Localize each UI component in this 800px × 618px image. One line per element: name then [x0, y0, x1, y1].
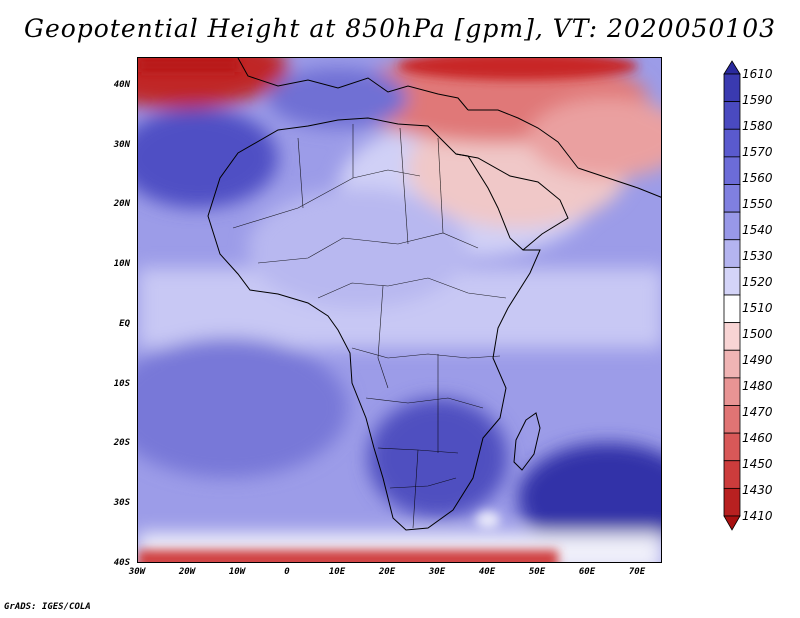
map-title: Geopotential Height at 850hPa [gpm], VT:…	[23, 14, 777, 43]
legend-label: 1510	[742, 301, 773, 315]
lon-label: 70E	[628, 567, 646, 577]
geopotential-map	[138, 58, 661, 562]
lon-label: 10W	[228, 567, 246, 577]
legend-label: 1570	[742, 145, 773, 159]
legend-top-arrow	[723, 60, 741, 75]
legend-label: 1450	[742, 457, 773, 471]
legend-label: 1540	[742, 223, 773, 237]
map-panel[interactable]	[137, 57, 662, 563]
legend-label: 1520	[742, 275, 773, 289]
coastlines	[207, 58, 661, 531]
borders	[232, 124, 507, 529]
lon-label: 40E	[478, 567, 496, 577]
legend-label: 1470	[742, 405, 773, 419]
legend-swatch	[723, 266, 741, 296]
lat-label: 30N	[113, 139, 130, 150]
legend-swatch	[723, 73, 741, 103]
legend-swatch	[723, 460, 741, 489]
lat-label: 10N	[113, 259, 130, 270]
lat-label: 20N	[113, 199, 130, 210]
legend-label: 1590	[742, 93, 773, 107]
lon-label: 60E	[578, 567, 596, 577]
lon-label: 30W	[128, 567, 146, 577]
lon-label: 0	[284, 567, 290, 577]
legend-swatch	[723, 349, 741, 379]
legend-swatch	[723, 101, 741, 130]
legend-label: 1610	[742, 67, 773, 81]
lon-label: 20E	[378, 567, 396, 577]
legend-label: 1530	[742, 249, 773, 263]
lat-label: 10S	[113, 378, 130, 389]
legend-label: 1490	[742, 353, 773, 367]
legend-label: 1500	[742, 327, 773, 341]
lon-label: 10E	[328, 567, 346, 577]
legend-swatch	[723, 294, 741, 324]
field-shading	[138, 58, 661, 562]
legend-label: 1480	[742, 379, 773, 393]
lat-label: 40S	[113, 557, 130, 568]
legend-label: 1410	[742, 509, 773, 523]
legend-swatch	[723, 156, 741, 185]
lon-label: 20W	[178, 567, 196, 577]
legend-bottom-arrow	[723, 515, 741, 531]
grads-credit: GrADS: IGES/COLA	[4, 602, 91, 612]
lat-label: 30S	[113, 497, 130, 508]
legend-swatch	[723, 377, 741, 406]
lat-label: 20S	[113, 438, 130, 449]
legend-swatch	[723, 184, 741, 213]
legend-swatch	[723, 128, 741, 158]
legend-swatch	[723, 405, 741, 434]
legend-label: 1460	[742, 431, 773, 445]
legend-swatch	[723, 211, 741, 241]
legend-label: 1560	[742, 171, 773, 185]
lon-label: 30E	[428, 567, 446, 577]
legend-swatch	[723, 322, 741, 351]
legend-label: 1430	[742, 483, 773, 497]
lat-label: EQ	[119, 318, 130, 329]
legend-label: 1550	[742, 197, 773, 211]
legend-swatch	[723, 239, 741, 268]
lon-label: 50E	[528, 567, 546, 577]
legend-swatch	[723, 487, 741, 517]
legend-swatch	[723, 432, 741, 462]
legend-label: 1580	[742, 119, 773, 133]
lat-label: 40N	[113, 80, 130, 90]
field-edges	[138, 58, 638, 562]
color-legend	[723, 60, 741, 531]
